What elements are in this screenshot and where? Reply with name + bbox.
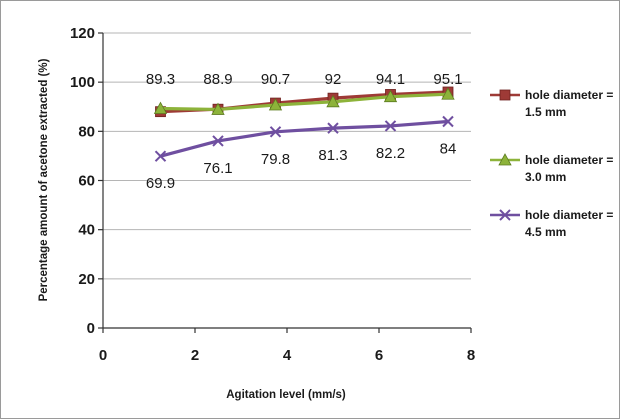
legend: hole diameter = 1.5 mm hole diameter = 3.0 … (490, 88, 613, 239)
gridlines (103, 32, 471, 280)
legend-label: hole diameter = (525, 88, 613, 102)
legend-entry-3: hole diameter = 4.5 mm (490, 208, 613, 239)
series-2 (153, 87, 455, 115)
data-label: 88.9 (203, 71, 232, 88)
legend-label: 4.5 mm (525, 225, 566, 239)
x-tick-label: 2 (191, 347, 199, 364)
data-point (211, 102, 225, 115)
data-labels: 89.3 88.9 90.7 92 94.1 95.1 69.9 76.1 79.8 81.3 82… (146, 71, 463, 192)
data-label: 89.3 (146, 71, 175, 88)
data-point (153, 101, 168, 114)
x-tick-label: 8 (467, 347, 475, 364)
y-tick-label: 40 (78, 222, 95, 239)
series-lines (153, 86, 455, 162)
data-label: 81.3 (318, 147, 347, 164)
legend-label: hole diameter = (525, 153, 613, 167)
legend-entry-2: hole diameter = 3.0 mm (490, 153, 613, 184)
data-label: 84 (440, 141, 457, 158)
data-label: 95.1 (433, 71, 462, 88)
data-label: 94.1 (376, 71, 405, 88)
data-point (268, 98, 283, 111)
legend-label: 1.5 mm (525, 105, 566, 119)
x-tick-label: 4 (283, 347, 292, 364)
y-axis-title: Percentage amount of acetone extracted (… (38, 58, 50, 301)
legend-label: hole diameter = (525, 208, 613, 222)
data-point (326, 94, 340, 108)
data-label: 92 (325, 71, 342, 88)
x-axis-title: Agitation level (mm/s) (226, 389, 346, 401)
data-label: 69.9 (146, 175, 175, 192)
legend-marker (499, 89, 511, 101)
data-label: 79.8 (261, 151, 290, 168)
data-point (154, 150, 167, 162)
y-tick-label: 80 (78, 123, 95, 140)
legend-label: 3.0 mm (525, 170, 566, 184)
series-line-3 (160, 119, 449, 158)
data-point (441, 87, 455, 100)
legend-marker (498, 153, 512, 166)
y-tick-label: 100 (70, 74, 95, 91)
data-label: 76.1 (203, 160, 232, 177)
data-label: 90.7 (261, 71, 290, 88)
y-tick-label: 120 (70, 25, 95, 42)
tick-labels: 0 20 40 60 80 100 120 0 2 4 6 8 (70, 25, 475, 364)
data-point (327, 122, 339, 134)
x-tick-label: 6 (375, 347, 383, 364)
y-tick-label: 0 (87, 320, 95, 337)
legend-marker (499, 209, 511, 221)
y-tick-label: 60 (78, 173, 95, 190)
data-label: 82.2 (376, 145, 405, 162)
y-tick-label: 20 (78, 271, 95, 288)
data-point (212, 135, 224, 147)
data-point (269, 126, 282, 138)
x-tick-label: 0 (99, 347, 107, 364)
legend-entry-1: hole diameter = 1.5 mm (490, 88, 613, 119)
data-point (383, 89, 398, 103)
axes (98, 32, 472, 333)
series-3 (154, 115, 454, 162)
data-point (442, 115, 454, 128)
series-line-2 (160, 92, 449, 112)
data-point (384, 120, 397, 132)
